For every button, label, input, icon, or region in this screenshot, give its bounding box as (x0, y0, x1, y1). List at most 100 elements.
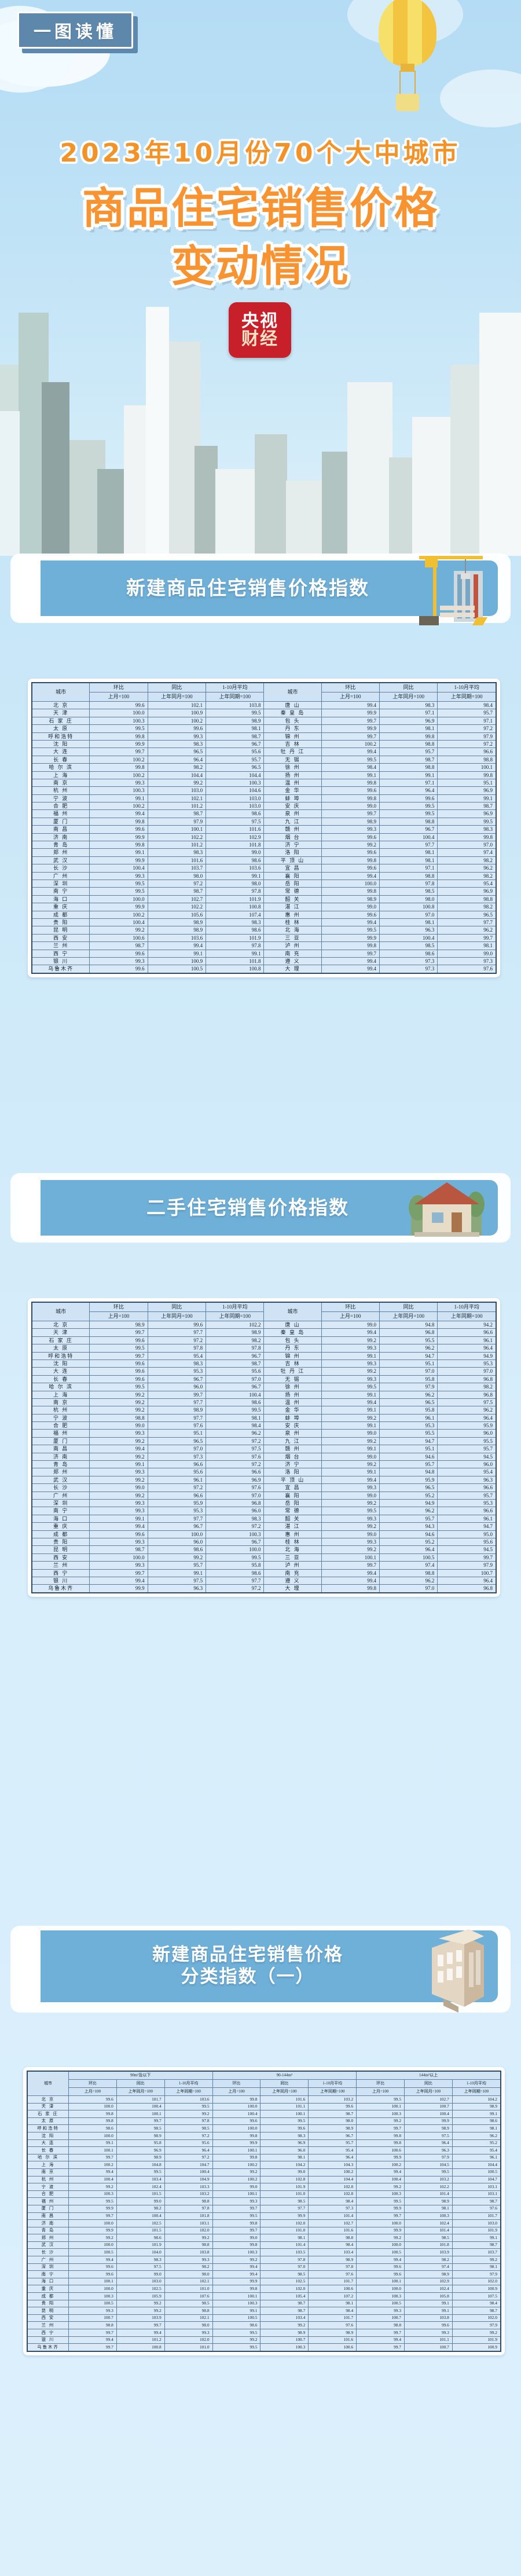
cell-city: 包 头 (263, 716, 322, 725)
section-banner-1: 新建商品住宅销售价格指数 (10, 550, 511, 626)
cell-city: 厦 门 (31, 817, 90, 826)
cell-value: 95.4 (437, 1468, 497, 1476)
cell-value: 99.2 (116, 2307, 165, 2315)
cell-value: 99.1 (404, 2307, 453, 2315)
table-row: 南 昌 99.4 97.0 97.5 赣 州 99.1 95.1 95.7 (31, 1445, 497, 1453)
cell-value: 99.1 (437, 794, 497, 803)
cell-value: 100.0 (89, 1553, 148, 1562)
cell-value: 96.4 (437, 1413, 497, 1423)
cell-value: 100.4 (206, 1390, 265, 1399)
cell-value: 100.3 (212, 2248, 261, 2257)
cell-value: 97.2 (437, 724, 497, 733)
cell-value: 99.4 (89, 1445, 148, 1453)
newbuild-classified-index-table: 城市 90m²及以下 90-144m² 144m²以上 环比 同比 1-10月平均 环比 同比 1… (27, 2071, 501, 2352)
cell-value: 99.7 (68, 2153, 117, 2162)
cell-value: 96.4 (379, 1545, 438, 1554)
cell-value: 102.1 (147, 701, 207, 710)
table-row: 兰 州 98.8 99.7 98.0 98.6 99.2 97.6 98.8 99.6 97.9 (27, 2321, 501, 2329)
cell-value: 102.2 (206, 1320, 265, 1329)
cell-city: 贵 阳 (31, 918, 90, 927)
cell-value: 98.7 (206, 732, 265, 741)
cell-city: 九 江 (263, 1437, 322, 1446)
cell-value: 94.2 (437, 1320, 497, 1329)
col-sub-header: 上月=100 (321, 692, 380, 702)
cell-value: 99.1 (379, 771, 438, 779)
cell-value: 97.2 (164, 2153, 213, 2162)
cell-value: 102.1 (147, 794, 207, 803)
col-header-city: 城市 (31, 682, 90, 702)
cell-value: 98.1 (206, 724, 265, 733)
cell-value: 100.1 (437, 763, 497, 772)
cell-value: 95.2 (379, 1537, 438, 1547)
cell-value: 97.6 (308, 2321, 357, 2329)
cell-value: 100.5 (147, 965, 207, 974)
cell-value: 100.0 (212, 2124, 261, 2132)
cell-value: 98.9 (147, 1406, 207, 1415)
cell-value: 102.0 (260, 2219, 309, 2227)
cell-value: 99.6 (68, 2263, 117, 2271)
cell-value: 99.2 (321, 1437, 380, 1446)
cell-value: 95.3 (437, 1498, 497, 1508)
cell-value: 97.7 (147, 1328, 207, 1337)
cell-city: 上 海 (27, 2161, 69, 2169)
cell-value: 99.4 (212, 2270, 261, 2278)
cell-value: 98.0 (147, 871, 207, 880)
cell-city: 呼和浩特 (31, 1351, 90, 1360)
cell-value: 99.3 (321, 1359, 380, 1368)
cell-city: 西 宁 (31, 1569, 90, 1577)
table-row: 贵 阳 100.5 99.2 98.5 100.3 98.7 98.1 100.5 99.1 98… (27, 2299, 501, 2308)
cell-value: 99.6 (89, 965, 148, 974)
table-row: 青 岛 99.8 101.2 101.8 济 宁 99.2 97.7 97.0 (31, 841, 497, 849)
cell-value: 99.9 (356, 2204, 405, 2213)
cell-value: 105.8 (404, 2292, 453, 2300)
cell-value: 97.3 (379, 957, 438, 966)
cell-city: 昆 明 (31, 926, 90, 935)
cell-value: 98.8 (89, 1413, 148, 1423)
cell-city: 锦 州 (263, 732, 322, 741)
col-sub-header: 上年同月=100 (147, 692, 207, 702)
cell-value: 98.3 (379, 701, 438, 710)
cell-value: 101.7 (452, 2212, 501, 2220)
cell-value: 99.5 (89, 1383, 148, 1391)
table-row: 大 连 99.7 96.5 95.6 牡 丹 江 99.4 95.7 96.6 (31, 747, 497, 756)
cell-city: 青 岛 (31, 1460, 90, 1469)
col-group-header: 环比 (68, 2079, 117, 2088)
cell-value: 99.4 (89, 1522, 148, 1531)
cell-value: 99.0 (116, 2197, 165, 2205)
cell-value: 100.0 (356, 2285, 405, 2293)
cell-value: 96.6 (206, 1468, 265, 1476)
cell-value: 99.6 (89, 1336, 148, 1345)
cell-value: 102.0 (452, 2314, 501, 2322)
cell-city: 蚌 埠 (263, 794, 322, 803)
cell-city: 成 都 (27, 2292, 69, 2300)
cell-value: 98.1 (379, 918, 438, 927)
cell-city: 泸 州 (263, 941, 322, 950)
cell-value: 99.8 (321, 1584, 380, 1593)
cell-value: 96.0 (147, 1537, 207, 1547)
cell-city: 湛 江 (263, 903, 322, 911)
cell-value: 103.0 (452, 2219, 501, 2227)
cell-city: 海 口 (27, 2277, 69, 2286)
cell-value: 103.2 (404, 2175, 453, 2184)
table-row: 郑 州 99.1 98.3 99.0 洛 阳 99.6 98.1 97.4 (31, 848, 497, 857)
cell-city: 牡 丹 江 (263, 747, 322, 756)
col-size-group-header: 144m²以上 (356, 2071, 501, 2080)
cell-value: 99.7 (437, 1553, 497, 1562)
cell-value: 96.4 (164, 2146, 213, 2154)
cell-value: 99.3 (89, 1507, 148, 1515)
cell-value: 100.8 (116, 2343, 165, 2352)
cell-city: 北 京 (31, 1320, 90, 1329)
table-row: 南 昌 99.6 100.1 101.6 赣 州 99.3 96.7 98.3 (31, 825, 497, 834)
cell-city: 郑 州 (31, 848, 90, 857)
cell-city: 西 安 (31, 933, 90, 943)
cell-value: 98.1 (452, 2124, 501, 2132)
cell-value: 104.9 (164, 2175, 213, 2184)
table-row: 广 州 99.4 98.3 99.3 99.2 97.8 98.9 99.4 98.2 99.2 (27, 2256, 501, 2264)
section-1-title: 新建商品住宅销售价格指数 (126, 576, 369, 599)
cell-city: 秦 皇 岛 (263, 1328, 322, 1337)
cell-value: 99.1 (206, 871, 265, 880)
table-row: 北 京 99.6 101.7 103.6 99.8 101.6 103.2 99.5 102.7… (27, 2095, 501, 2104)
cell-value: 99.4 (147, 941, 207, 950)
cell-value: 99.9 (68, 2226, 117, 2235)
cell-value: 100.4 (379, 933, 438, 943)
